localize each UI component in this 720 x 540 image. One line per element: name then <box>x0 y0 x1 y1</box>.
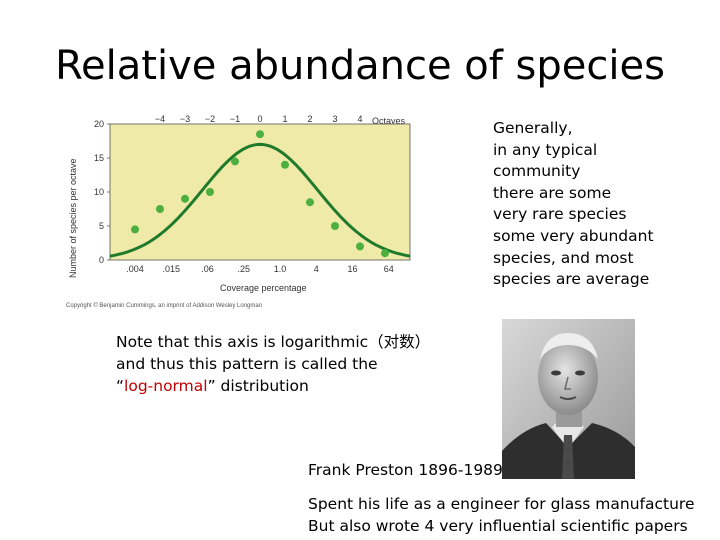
y-tick-label: 15 <box>94 153 104 163</box>
side-line: species are average <box>493 270 650 289</box>
data-point <box>131 225 139 234</box>
y-tick-label: 5 <box>99 221 104 231</box>
coverage-tick: 16 <box>347 264 357 274</box>
coverage-tick: .06 <box>201 264 214 274</box>
y-tick-label: 10 <box>94 187 104 197</box>
coverage-tick: 4 <box>314 264 319 274</box>
data-point <box>231 157 239 166</box>
log-normal-curve <box>109 142 411 258</box>
close-quote-text: ” distribution <box>207 377 309 395</box>
coverage-tick: .004 <box>126 264 144 274</box>
preston-portrait <box>502 319 635 479</box>
photo-caption: Frank Preston 1896-1989 <box>308 461 503 479</box>
bio-line-2: But also wrote 4 very influential scient… <box>308 517 688 535</box>
note-line-2: and thus this pattern is called the <box>116 355 378 373</box>
data-point <box>256 130 264 139</box>
note-line-1: Note that this axis is logarithmic（对数） <box>116 333 431 351</box>
coverage-tick: 1.0 <box>274 264 287 274</box>
octave-tick: 4 <box>357 114 362 124</box>
data-points <box>131 130 389 258</box>
data-point <box>206 188 214 196</box>
octave-tick: −3 <box>180 114 190 124</box>
side-line: there are some <box>493 183 612 202</box>
side-line: community <box>493 162 581 181</box>
y-tick-labels: 0 5 10 15 20 <box>94 119 110 265</box>
abundance-figure: −4 −3 −2 −1 0 1 2 3 4 Octaves 0 5 10 15 20 .004 .015.… <box>66 114 411 309</box>
data-point <box>281 160 289 169</box>
coverage-tick: 64 <box>384 264 394 274</box>
octave-tick: −2 <box>205 114 215 124</box>
octave-tick: 3 <box>332 114 337 124</box>
note-line-3: “log-normal” distribution <box>116 375 446 397</box>
coverage-tick: .25 <box>237 264 250 274</box>
octaves-label: Octaves <box>372 116 406 126</box>
octave-tick-labels: −4 −3 −2 −1 0 1 2 3 4 <box>155 114 363 124</box>
octave-tick: 2 <box>307 114 312 124</box>
copyright-text: Copyright © Benjamin Cummings, an imprin… <box>66 302 262 309</box>
data-point <box>181 194 189 203</box>
bio-text: Spent his life as a engineer for glass m… <box>308 493 695 537</box>
side-line: species, and most <box>493 248 634 267</box>
slide-title: Relative abundance of species <box>55 43 665 89</box>
octave-tick: 0 <box>257 114 262 124</box>
side-line: in any typical <box>493 140 598 159</box>
octave-tick: −1 <box>230 114 240 124</box>
side-line: very rare species <box>493 205 627 224</box>
x-axis-label: Coverage percentage <box>220 283 307 293</box>
coverage-tick: .015 <box>162 264 180 274</box>
side-line: some very abundant <box>493 226 654 245</box>
y-tick-label: 20 <box>94 119 104 129</box>
data-point <box>156 205 164 213</box>
side-line: Generally, <box>493 119 573 137</box>
bio-line-1: Spent his life as a engineer for glass m… <box>308 495 695 513</box>
data-point <box>381 249 389 258</box>
coverage-tick-labels: .004 .015 .06 .25 1.0 4 16 64 <box>126 264 394 274</box>
open-quote: “ <box>116 377 125 395</box>
y-tick-label: 0 <box>99 255 104 265</box>
octave-tick: 1 <box>282 114 287 124</box>
data-point <box>331 222 339 230</box>
y-axis-label: Number of species per octave <box>68 158 78 278</box>
side-text: Generally, in any typical community ther… <box>493 118 703 291</box>
plot-area <box>109 123 411 261</box>
octave-tick: −4 <box>155 114 165 124</box>
log-normal-term: log-normal <box>124 377 208 395</box>
data-point <box>306 198 314 207</box>
data-point <box>356 242 364 251</box>
log-axis-note: Note that this axis is logarithmic（对数） a… <box>116 331 446 397</box>
